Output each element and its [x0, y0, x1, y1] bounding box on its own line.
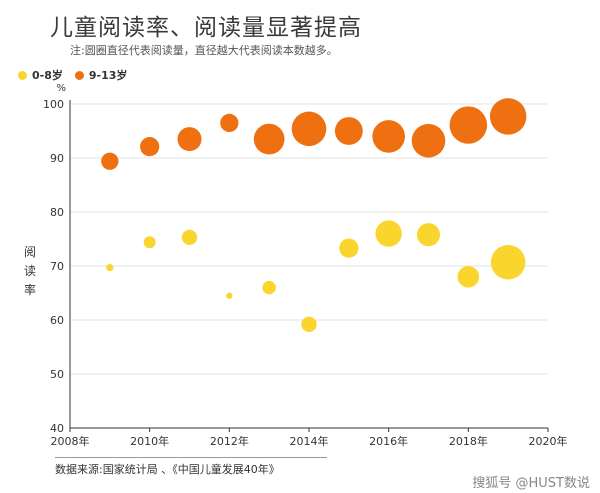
y-tick-label: 100 — [43, 98, 64, 111]
x-tick-label: 2020年 — [529, 434, 568, 448]
bubble-9-13 — [291, 111, 327, 147]
bubble-0-8 — [106, 264, 114, 272]
bubble-9-13 — [449, 106, 488, 144]
bubble-0-8 — [262, 280, 276, 295]
y-unit-label: % — [56, 83, 66, 94]
legend: 0-8岁 9-13岁 — [18, 67, 139, 83]
legend-item-old: 9-13岁 — [74, 67, 128, 83]
bubble-9-13 — [372, 120, 405, 153]
x-tick-label: 2014年 — [290, 434, 329, 448]
y-tick-label: 80 — [50, 206, 64, 219]
x-tick-label: 2008年 — [51, 434, 90, 448]
bubble-0-8 — [181, 229, 198, 246]
bubble-9-13 — [489, 98, 527, 135]
x-tick-label: 2010年 — [130, 434, 169, 448]
bubble-9-13 — [220, 113, 239, 133]
legend-dot-old — [74, 70, 84, 80]
bubble-9-13 — [411, 123, 446, 158]
bubble-0-8 — [490, 244, 526, 280]
bubble-9-13 — [101, 152, 119, 170]
y-tick-label: 60 — [50, 314, 64, 327]
bubble-0-8 — [339, 238, 359, 258]
axes: 40 50 60 70 80 90 100% 2008年 2010年 2012年 2014年 2016… — [43, 83, 568, 448]
chart-title: 儿童阅读率、阅读量显著提高 — [50, 15, 362, 41]
bubble-9-13 — [140, 137, 160, 157]
y-axis-label: 阅读率 — [23, 245, 36, 297]
y-tick-label: 70 — [50, 260, 64, 273]
legend-item-young: 0-8岁 — [18, 67, 63, 83]
bubble-0-8 — [143, 236, 156, 249]
x-tick-label: 2016年 — [369, 434, 408, 448]
y-tick-label: 90 — [50, 152, 64, 165]
x-tick-label: 2018年 — [449, 434, 488, 448]
chart-subtitle: 注:圆圈直径代表阅读量，直径越大代表阅读本数越多。 — [70, 44, 338, 57]
bubbles — [101, 98, 527, 332]
data-source: 数据来源:国家统计局 、《中国儿童发展40年》 — [55, 463, 280, 476]
bubble-9-13 — [253, 123, 285, 155]
bubble-0-8 — [416, 223, 441, 247]
y-tick-label: 50 — [50, 368, 64, 381]
source-divider — [55, 457, 327, 458]
bubble-0-8 — [226, 292, 233, 299]
bubble-9-13 — [334, 117, 363, 145]
watermark: 搜狐号 @HUST数说 — [472, 476, 590, 491]
legend-dot-young — [18, 70, 27, 80]
bubble-0-8 — [301, 316, 317, 332]
x-tick-label: 2012年 — [210, 434, 249, 448]
y-tick-label: 40 — [50, 422, 64, 435]
bubble-9-13 — [177, 127, 202, 152]
legend-label-old: 9-13岁 — [88, 69, 128, 82]
bubble-0-8 — [457, 266, 480, 288]
bubble-0-8 — [375, 220, 402, 247]
legend-label-young: 0-8岁 — [32, 69, 63, 82]
